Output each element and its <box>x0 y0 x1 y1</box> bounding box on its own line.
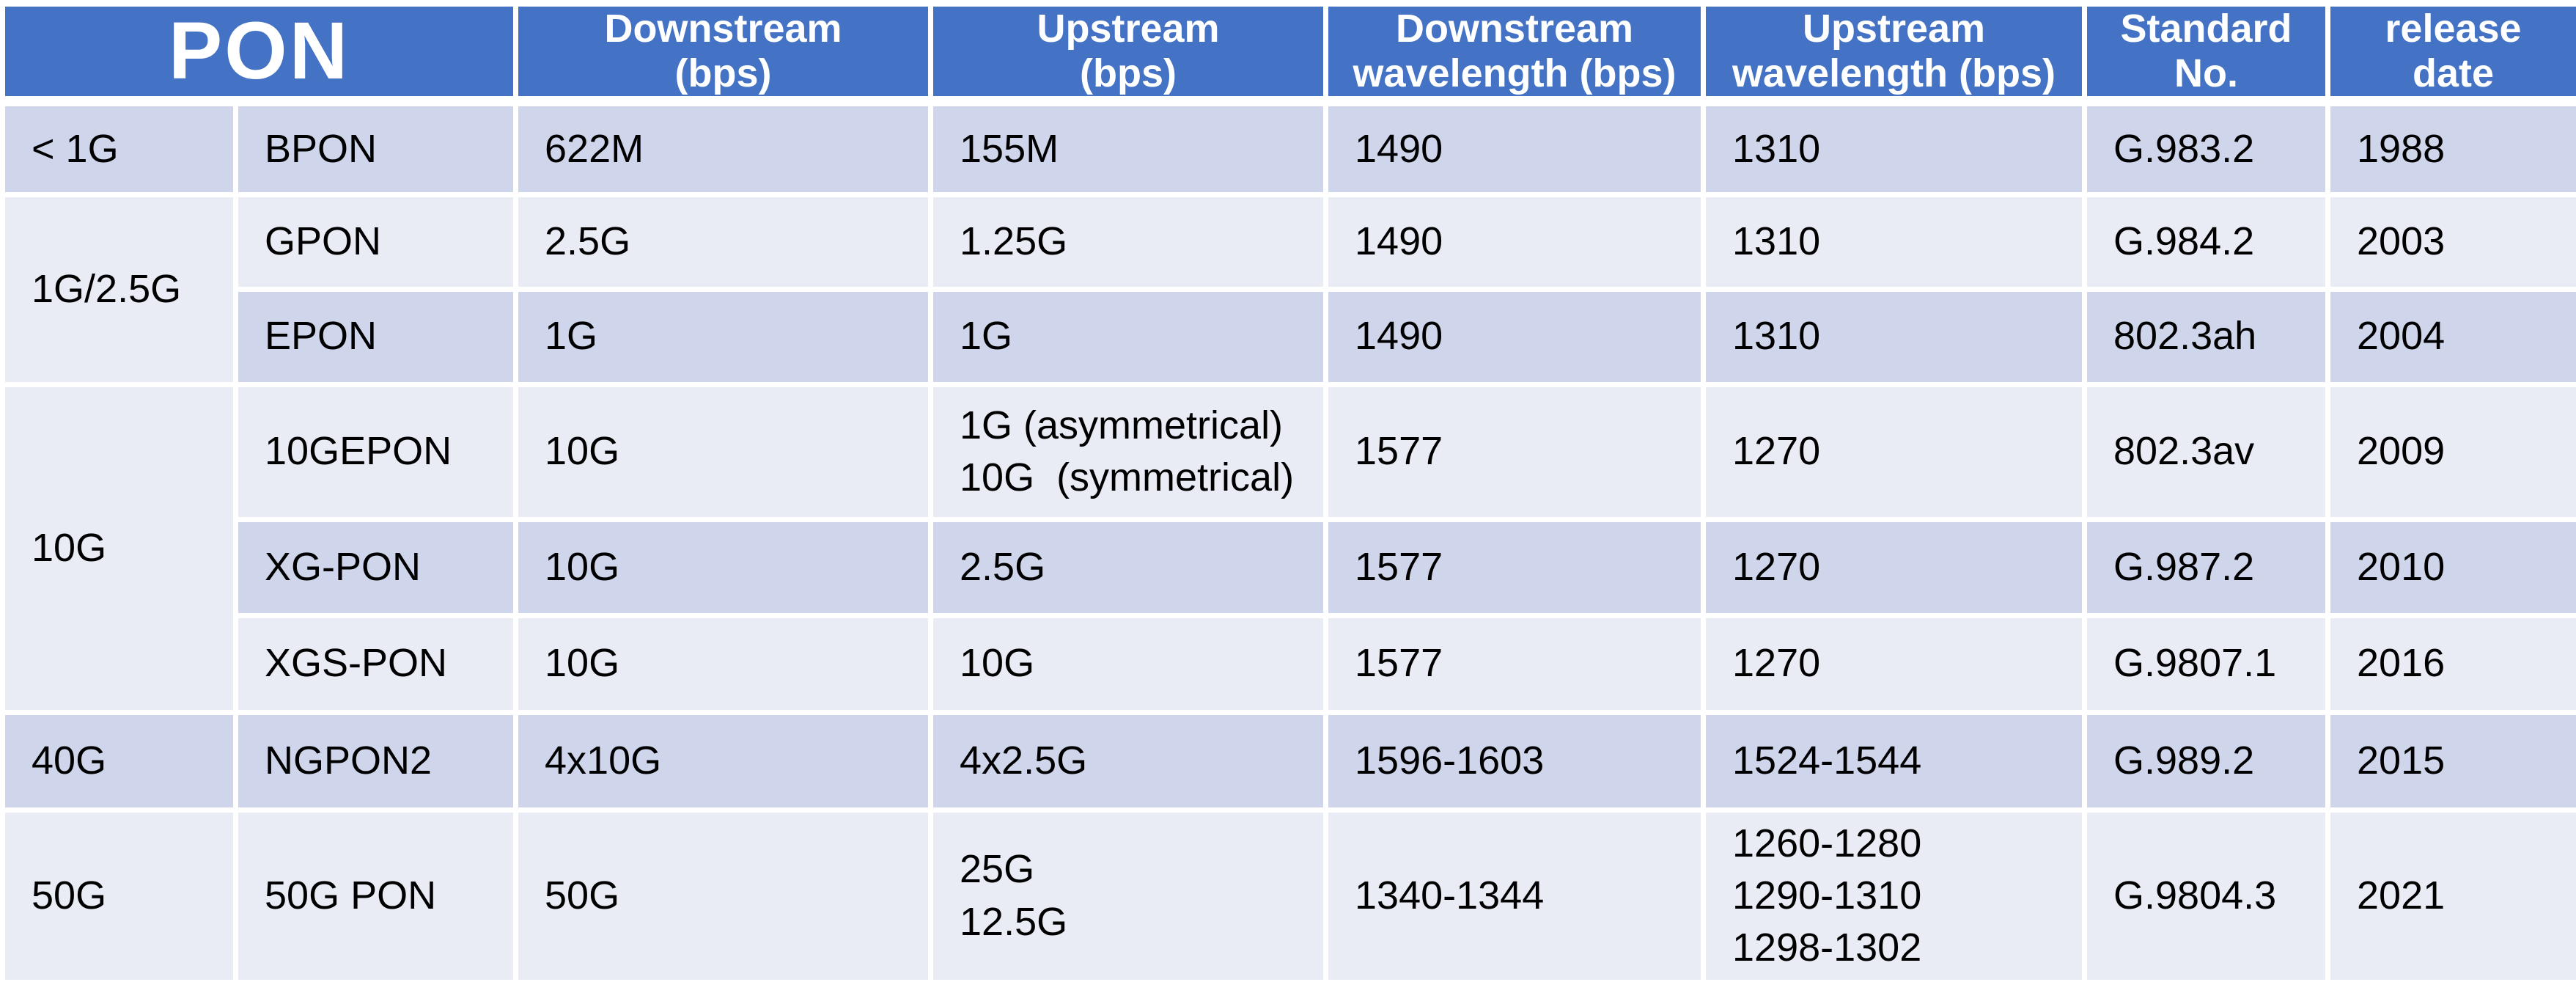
cell-standard-no: G.989.2 <box>2085 712 2328 810</box>
cell-pon-name: 10GEPON <box>236 384 516 519</box>
cell-upstream-bps: 25G 12.5G <box>931 810 1326 982</box>
cell-pon-name: NGPON2 <box>236 712 516 810</box>
cell-downstream-wavelength: 1577 <box>1326 384 1704 519</box>
cell-downstream-bps: 2.5G <box>516 194 931 289</box>
cell-downstream-bps: 622M <box>516 101 931 194</box>
cell-upstream-bps: 1.25G <box>931 194 1326 289</box>
cell-release-date: 2003 <box>2328 194 2576 289</box>
header-downstream-wavelength: Downstream wavelength (bps) <box>1326 4 1704 102</box>
cell-upstream-wavelength: 1270 <box>1704 384 2085 519</box>
cell-standard-no: G.9804.3 <box>2085 810 2328 982</box>
cell-release-date: 2004 <box>2328 289 2576 384</box>
cell-release-date: 2010 <box>2328 519 2576 615</box>
cell-standard-no: G.987.2 <box>2085 519 2328 615</box>
cell-release-date: 2021 <box>2328 810 2576 982</box>
cell-upstream-bps: 4x2.5G <box>931 712 1326 810</box>
cell-upstream-wavelength: 1310 <box>1704 101 2085 194</box>
cell-release-date: 1988 <box>2328 101 2576 194</box>
header-downstream-bps: Downstream (bps) <box>516 4 931 102</box>
cell-upstream-wavelength: 1310 <box>1704 194 2085 289</box>
cell-upstream-bps: 155M <box>931 101 1326 194</box>
cell-pon-name: XGS-PON <box>236 615 516 712</box>
cell-downstream-bps: 10G <box>516 519 931 615</box>
cell-standard-no: 802.3av <box>2085 384 2328 519</box>
cell-downstream-bps: 10G <box>516 384 931 519</box>
cell-downstream-wavelength: 1490 <box>1326 194 1704 289</box>
cell-downstream-bps: 50G <box>516 810 931 982</box>
category-cell: 10G <box>3 384 236 712</box>
cell-pon-name: EPON <box>236 289 516 384</box>
cell-downstream-wavelength: 1577 <box>1326 519 1704 615</box>
cell-downstream-wavelength: 1596-1603 <box>1326 712 1704 810</box>
cell-downstream-bps: 10G <box>516 615 931 712</box>
cell-release-date: 2009 <box>2328 384 2576 519</box>
cell-pon-name: GPON <box>236 194 516 289</box>
header-release-date: release date <box>2328 4 2576 102</box>
cell-standard-no: G.983.2 <box>2085 101 2328 194</box>
category-cell: < 1G <box>3 101 236 194</box>
cell-upstream-wavelength: 1260-1280 1290-1310 1298-1302 <box>1704 810 2085 982</box>
cell-upstream-bps: 1G <box>931 289 1326 384</box>
cell-upstream-bps: 10G <box>931 615 1326 712</box>
cell-upstream-bps: 1G (asymmetrical) 10G (symmetrical) <box>931 384 1326 519</box>
cell-release-date: 2016 <box>2328 615 2576 712</box>
header-upstream-bps: Upstream (bps) <box>931 4 1326 102</box>
cell-downstream-bps: 1G <box>516 289 931 384</box>
cell-downstream-wavelength: 1490 <box>1326 289 1704 384</box>
cell-upstream-wavelength: 1524-1544 <box>1704 712 2085 810</box>
category-cell: 1G/2.5G <box>3 194 236 384</box>
cell-standard-no: G.984.2 <box>2085 194 2328 289</box>
cell-release-date: 2015 <box>2328 712 2576 810</box>
header-upstream-wavelength: Upstream wavelength (bps) <box>1704 4 2085 102</box>
cell-pon-name: XG-PON <box>236 519 516 615</box>
cell-upstream-wavelength: 1310 <box>1704 289 2085 384</box>
cell-upstream-bps: 2.5G <box>931 519 1326 615</box>
cell-upstream-wavelength: 1270 <box>1704 615 2085 712</box>
cell-downstream-bps: 4x10G <box>516 712 931 810</box>
cell-downstream-wavelength: 1577 <box>1326 615 1704 712</box>
cell-downstream-wavelength: 1340-1344 <box>1326 810 1704 982</box>
category-cell: 40G <box>3 712 236 810</box>
header-row: PON Downstream (bps) Upstream (bps) Down… <box>3 4 2576 102</box>
table-header: PON Downstream (bps) Upstream (bps) Down… <box>3 4 2576 102</box>
cell-downstream-wavelength: 1490 <box>1326 101 1704 194</box>
category-cell: 50G <box>3 810 236 982</box>
cell-upstream-wavelength: 1270 <box>1704 519 2085 615</box>
cell-pon-name: 50G PON <box>236 810 516 982</box>
cell-standard-no: 802.3ah <box>2085 289 2328 384</box>
cell-standard-no: G.9807.1 <box>2085 615 2328 712</box>
header-pon: PON <box>3 4 516 102</box>
cell-pon-name: BPON <box>236 101 516 194</box>
header-standard-no: Standard No. <box>2085 4 2328 102</box>
